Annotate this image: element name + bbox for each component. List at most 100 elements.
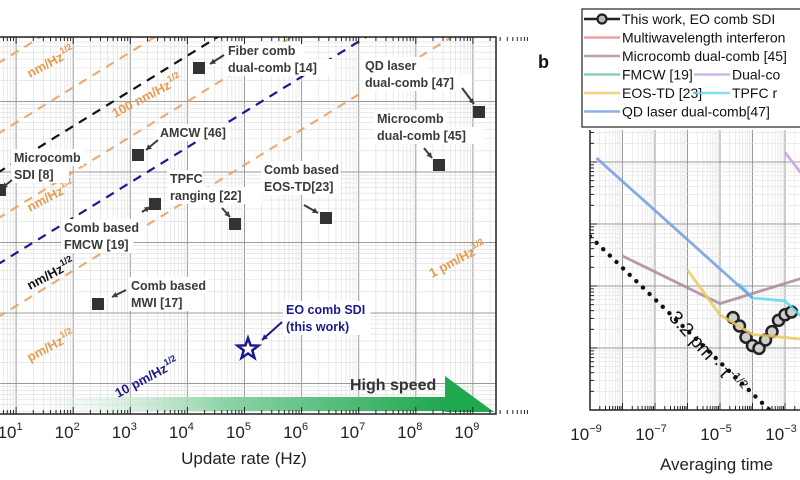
label-arrowhead [426,152,432,158]
x-tick-exp: −3 [784,423,797,435]
x-tick-base: 10 [570,425,589,444]
high-speed-bar [0,397,445,411]
point-label: FMCW [19] [64,238,129,252]
x-tick-label-a: 108 [397,421,422,442]
legend-label: Multiwavelength interferon [622,30,785,46]
point-label: dual-comb [47] [365,76,454,90]
fit-line-dot [693,336,699,341]
x-tick-label-a: 101 [0,421,23,442]
reference-line [0,37,294,219]
x-tick-base: 10 [397,423,416,442]
fit-line-dot [720,362,725,367]
x-tick-exp: 2 [74,421,80,433]
label-background [374,127,484,144]
label-background [261,161,341,178]
x-tick-labels-a: 101 102 103 104 105 106 107 108 109 [0,421,479,442]
label-background [167,170,203,187]
data-point-square [320,212,332,224]
label-background [157,124,230,141]
label-background [225,59,335,76]
x-tick-exp: 5 [245,421,251,433]
label-background [261,178,341,195]
legend-label: QD laser dual-comb[47] [622,104,770,120]
x-tick-base: 10 [635,425,654,444]
label-background [11,166,69,183]
x-tick-label-a: 103 [112,421,137,442]
label-arrowhead [210,58,216,64]
point-label: (this work) [286,320,349,334]
label-arrowhead [312,207,318,213]
ticks-b [589,102,796,411]
x-tick-label-a: 106 [283,421,308,442]
legend-b: This work, EO comb SDI Multiwavelength in… [581,8,800,128]
fit-line-dot [713,355,718,361]
label-arrowhead [224,211,230,217]
series-line [738,283,800,318]
series-line [621,254,800,306]
x-tick-base: 10 [283,423,302,442]
x-tick-base: 10 [700,425,719,444]
label-background [128,277,208,294]
x-tick-label-b: 10−5 [700,423,731,444]
fit-line-dot [667,311,672,316]
x-tick-exp: 7 [359,421,365,433]
reference-line [0,37,454,318]
series-line [783,151,800,175]
fit-line-dot [634,279,639,284]
fit-line-dot [601,247,606,252]
point-label: dual-comb [45] [377,129,466,143]
x-tick-base: 10 [340,423,359,442]
grid-b [590,130,800,410]
label-arrowhead [468,98,474,104]
fit-line-dot [614,259,619,265]
point-label: ranging [22] [170,189,242,203]
point-label: EO comb SDI [286,303,365,317]
x-tick-base: 10 [454,423,473,442]
data-point-square [193,62,205,74]
data-point-square [149,198,161,210]
x-tick-label-b: 10−9 [570,423,601,444]
label-background [61,219,141,236]
point-label: Comb based [131,279,206,293]
point-label: Microcomb [14,151,81,165]
fit-line-dot [680,323,685,329]
legend-label: TPFC r [732,85,777,101]
series-b [590,151,800,410]
legend-label: Microcomb dual-comb [45] [622,48,787,64]
x-tick-base: 10 [112,423,131,442]
x-tick-base: 10 [169,423,188,442]
x-tick-base: 10 [765,425,784,444]
label-background [374,110,447,127]
point-label: Comb based [264,163,339,177]
fit-line-dot [647,291,652,297]
x-tick-exp: 9 [473,421,479,433]
label-background [128,294,194,311]
data-point-star [233,334,263,361]
label-arrowhead [262,334,268,340]
frame-a [0,36,497,415]
legend-label: FMCW [19] [622,67,693,83]
label-arrowhead [2,182,8,188]
point-label: QD laser [365,59,417,73]
panel-b-letter: b [538,52,549,72]
series-marker [752,341,766,356]
label-background [225,42,305,59]
frame-b [589,130,800,411]
x-tick-label-b: 10−7 [635,423,666,444]
label-background [11,149,84,166]
fit-line-dot [739,381,745,386]
x-axis-title-b: Averaging time [660,455,773,474]
label-background [362,74,472,91]
legend-label: EOS-TD [23] [622,85,702,101]
series-line [686,269,800,341]
x-tick-exp: 8 [416,421,422,433]
fit-line-dot [653,298,659,303]
x-tick-base: 10 [0,423,16,442]
fit-line-dot [700,343,705,348]
x-tick-base: 10 [55,423,74,442]
fit-line-dot [673,317,679,322]
label-background [362,57,428,74]
fit-line-dot [687,330,692,335]
x-tick-exp: 6 [302,421,308,433]
x-tick-exp: 1 [16,421,22,433]
